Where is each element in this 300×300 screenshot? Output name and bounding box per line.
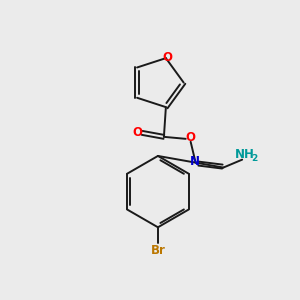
Text: N: N (190, 155, 200, 168)
Text: NH: NH (235, 148, 255, 161)
Text: O: O (132, 126, 142, 140)
Text: O: O (186, 131, 196, 144)
Text: O: O (162, 51, 172, 64)
Text: 2: 2 (251, 154, 257, 163)
Text: Br: Br (151, 244, 165, 256)
